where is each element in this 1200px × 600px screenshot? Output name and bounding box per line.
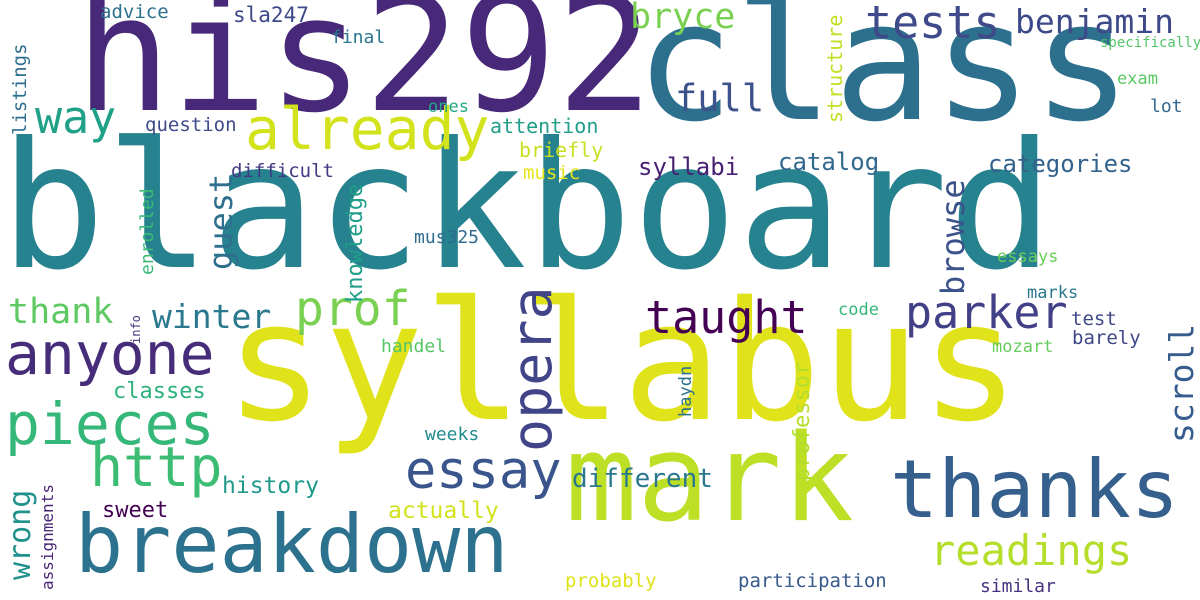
word-weeks: weeks — [425, 424, 480, 445]
word-actually: actually — [388, 498, 499, 524]
word-classes: classes — [113, 379, 206, 404]
word-final: final — [331, 27, 386, 48]
word-music: music — [523, 162, 581, 184]
word-mozart: mozart — [992, 337, 1054, 357]
word-difficult: difficult — [231, 160, 334, 182]
word-breakdown: breakdown — [75, 498, 509, 591]
word-participation: participation — [738, 570, 887, 592]
word-similar: similar — [980, 576, 1056, 597]
word-syllabi: syllabi — [638, 153, 740, 181]
word-categories: categories — [988, 150, 1133, 178]
word-taught: taught — [645, 291, 808, 344]
word-readings: readings — [930, 526, 1133, 575]
word-listings: listings — [9, 43, 31, 135]
word-lot: lot — [1150, 96, 1183, 117]
word-thanks: thanks — [890, 443, 1179, 536]
word-mark: mark — [565, 410, 854, 549]
word-ones: ones — [428, 97, 469, 117]
word-essay: essay — [405, 441, 562, 501]
word-class: class — [635, 0, 1132, 158]
word-assignments: assignments — [38, 484, 57, 590]
word-guest: guest — [202, 173, 240, 270]
word-sweet: sweet — [102, 498, 169, 523]
word-enrolled: enrolled — [137, 188, 158, 275]
word-anyone: anyone — [5, 320, 215, 388]
word-advice: advice — [100, 1, 169, 23]
word-tests: tests — [865, 0, 1001, 49]
word-specifically: specifically — [1100, 35, 1200, 51]
word-thank: thank — [8, 292, 114, 332]
word-prof: prof — [295, 281, 411, 337]
word-info: info — [129, 315, 143, 344]
word-knowledge: knowledge — [343, 183, 368, 303]
word-professor: professor — [790, 361, 815, 481]
word-pieces: pieces — [5, 390, 215, 458]
word-his292: his292 — [75, 0, 653, 148]
word-catalog: catalog — [778, 148, 880, 176]
word-attention: attention — [490, 114, 599, 138]
word-browse: browse — [934, 179, 972, 295]
word-sla247: sla247 — [233, 3, 309, 27]
word-winter: winter — [152, 297, 272, 336]
word-test: test — [1071, 308, 1117, 330]
word-opera: opera — [500, 286, 564, 452]
word-history: history — [222, 473, 319, 499]
word-exam: exam — [1117, 69, 1158, 89]
word-wrong: wrong — [3, 489, 38, 580]
word-full: full — [675, 77, 765, 120]
word-blackboard: blackboard — [0, 106, 1054, 309]
word-different: different — [572, 464, 713, 494]
word-haydn: haydn — [676, 365, 696, 417]
word-already: already — [245, 95, 490, 163]
word-parker: parker — [905, 286, 1068, 339]
word-bryce: bryce — [630, 0, 736, 37]
word-structure: structure — [823, 14, 847, 123]
word-briefly: briefly — [519, 138, 604, 162]
word-code: code — [838, 300, 879, 320]
word-way: way — [35, 91, 117, 144]
word-probably: probably — [565, 570, 657, 592]
word-syllabus: syllabus — [225, 266, 1020, 458]
word-http: http — [90, 435, 223, 499]
word-handel: handel — [381, 336, 447, 357]
word-marks: marks — [1027, 283, 1079, 303]
word-benjamin: benjamin — [1015, 2, 1174, 41]
word-scroll: scroll — [1162, 323, 1200, 443]
word-mus325: mus325 — [414, 227, 480, 248]
word-barely: barely — [1072, 327, 1141, 349]
word-question: question — [145, 114, 237, 136]
word-essays: essays — [997, 247, 1059, 267]
